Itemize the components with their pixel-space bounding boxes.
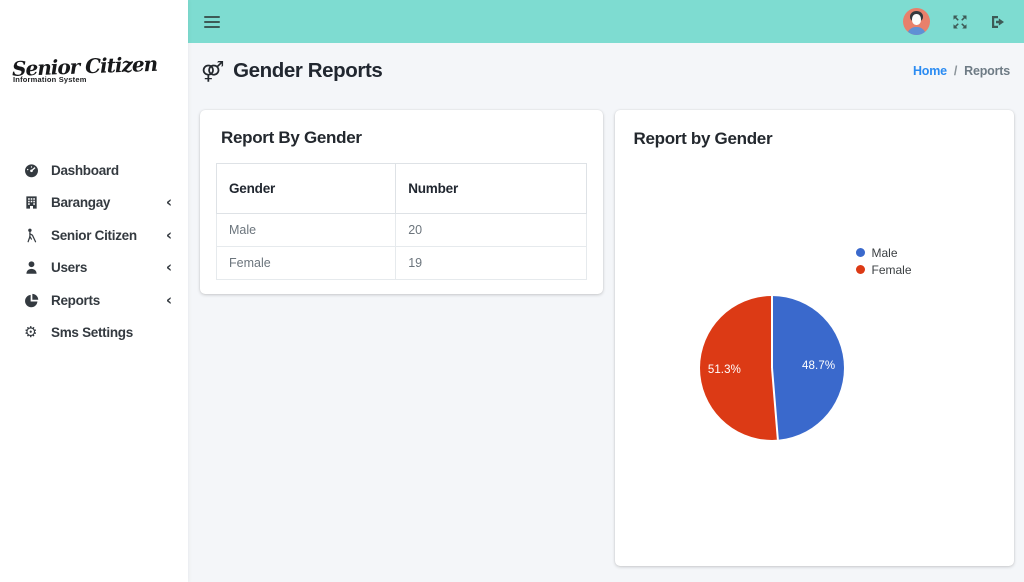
tachometer-icon: [24, 163, 51, 178]
sidebar-item-sms-settings[interactable]: ⚙ Sms Settings: [0, 317, 188, 350]
sidebar-item-label: Reports: [51, 292, 100, 308]
cell-number: 19: [395, 246, 587, 280]
pie-chart: 48.7% 51.3%: [699, 296, 844, 440]
user-avatar[interactable]: [903, 8, 930, 35]
sidebar-nav: Dashboard Barangay ‹ Senior Citizen ‹ Us…: [0, 154, 188, 349]
cards-row: Report By Gender Gender Number Male 20 F…: [188, 83, 1024, 566]
column-header-number: Number: [395, 163, 587, 214]
venus-mars-icon: ⚤: [201, 59, 225, 83]
report-chart-card: Report by Gender Male Female 48.7% 51.3%: [614, 110, 1014, 566]
avatar-face: [912, 14, 921, 25]
table-row: Female 19: [215, 246, 587, 280]
cell-gender: Female: [215, 246, 397, 280]
brand-subtitle: Information System: [13, 75, 87, 84]
table-card-title: Report By Gender: [221, 128, 362, 147]
hamburger-menu-icon[interactable]: [204, 13, 220, 31]
legend-label: Male: [871, 245, 898, 260]
sidebar-item-users[interactable]: Users ‹: [0, 252, 188, 285]
chevron-left-icon: ‹: [165, 193, 172, 212]
cell-number: 20: [395, 213, 587, 247]
legend-label: Female: [871, 262, 912, 277]
gear-icon: ⚙: [24, 323, 38, 342]
content-header: ⚤ Gender Reports Home / Reports: [188, 43, 1024, 83]
chart-card-title: Report by Gender: [633, 129, 773, 148]
chevron-left-icon: ‹: [165, 258, 172, 277]
avatar-shirt: [907, 27, 926, 35]
legend-dot-male: [855, 248, 865, 257]
sidebar-item-label: Users: [51, 260, 88, 276]
pie-slice-label: 48.7%: [802, 360, 836, 373]
breadcrumb-current: Reports: [964, 64, 1010, 78]
column-header-gender: Gender: [215, 163, 397, 214]
page-title-text: Gender Reports: [233, 59, 383, 82]
report-table-card: Report By Gender Gender Number Male 20 F…: [200, 110, 603, 294]
breadcrumb-home-link[interactable]: Home: [912, 64, 947, 78]
main-content: ⚤ Gender Reports Home / Reports Report B…: [188, 43, 1024, 582]
sidebar-item-label: Sms Settings: [51, 325, 133, 341]
sidebar-item-dashboard[interactable]: Dashboard: [0, 154, 188, 187]
cell-gender: Male: [215, 213, 397, 247]
pie-chart-icon: [24, 293, 51, 308]
brand-logo[interactable]: Senior Citizen Information System: [12, 52, 176, 84]
sign-out-icon[interactable]: [990, 14, 1006, 30]
gender-report-table: Gender Number Male 20 Female 19: [215, 163, 587, 280]
building-icon: [24, 195, 51, 210]
sidebar-item-label: Barangay: [51, 195, 111, 211]
person-cane-icon: [24, 228, 51, 243]
chevron-left-icon: ‹: [165, 290, 172, 309]
legend-dot-female: [855, 265, 865, 274]
legend-item-female: Female: [855, 261, 912, 278]
expand-arrows-icon[interactable]: [952, 14, 968, 30]
sidebar-item-reports[interactable]: Reports ‹: [0, 284, 188, 317]
legend-item-male: Male: [855, 244, 912, 261]
table-header-row: Gender Number: [215, 163, 587, 214]
breadcrumb-separator: /: [953, 64, 958, 78]
pie-slice-label: 51.3%: [707, 363, 741, 376]
top-navbar: [188, 0, 1024, 43]
breadcrumb: Home / Reports: [913, 64, 1010, 78]
chevron-left-icon: ‹: [165, 225, 172, 244]
page-title: ⚤ Gender Reports: [201, 59, 383, 83]
sidebar: Senior Citizen Information System Dashbo…: [0, 0, 188, 582]
sidebar-item-label: Dashboard: [51, 162, 119, 178]
user-icon: [24, 260, 51, 275]
table-row: Male 20: [215, 213, 587, 247]
sidebar-item-label: Senior Citizen: [51, 227, 137, 243]
sidebar-item-barangay[interactable]: Barangay ‹: [0, 187, 188, 220]
sidebar-item-senior-citizen[interactable]: Senior Citizen ‹: [0, 219, 188, 252]
chart-legend: Male Female: [855, 244, 912, 278]
